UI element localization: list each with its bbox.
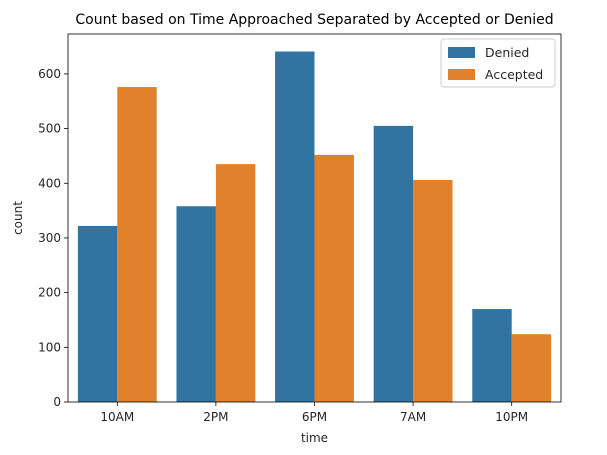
- bar-accepted-10am: [117, 87, 157, 403]
- bar-denied-6pm: [275, 51, 315, 402]
- x-tick-label: 10AM: [100, 410, 134, 424]
- x-tick-label: 6PM: [302, 410, 327, 424]
- bar-accepted-6pm: [314, 154, 354, 402]
- legend-label-accepted: Accepted: [485, 67, 543, 82]
- legend-label-denied: Denied: [485, 45, 529, 60]
- x-tick-label: 7AM: [400, 410, 426, 424]
- bar-denied-10pm: [472, 309, 512, 402]
- x-axis-ticks: 10AM 2PM 6PM 7AM 10PM: [100, 402, 528, 424]
- y-tick-label: 500: [38, 122, 61, 136]
- y-tick-label: 0: [53, 395, 61, 409]
- bars-group: [77, 51, 552, 403]
- bar-accepted-2pm: [215, 164, 256, 402]
- bar-denied-7am: [373, 125, 414, 403]
- y-tick-label: 200: [38, 286, 61, 300]
- y-tick-label: 300: [38, 231, 61, 245]
- x-tick-label: 2PM: [203, 410, 228, 424]
- y-axis-ticks: 0 100 200 300 400 500 600: [38, 67, 68, 409]
- legend-swatch-accepted: [448, 69, 475, 80]
- plot-frame: [67, 33, 562, 403]
- legend: Denied Accepted: [440, 38, 556, 88]
- bar-accepted-7am: [413, 179, 453, 402]
- bar-denied-10am: [77, 225, 118, 402]
- y-tick-label: 100: [38, 340, 61, 354]
- bar-denied-2pm: [176, 206, 216, 402]
- y-tick-label: 600: [38, 67, 61, 81]
- chart-title: Count based on Time Approached Separated…: [75, 12, 553, 28]
- legend-swatch-denied: [448, 47, 475, 58]
- x-axis-label: time: [301, 431, 328, 445]
- bar-accepted-10pm: [511, 334, 552, 402]
- x-tick-label: 10PM: [495, 410, 528, 424]
- y-axis-label: count: [11, 201, 25, 235]
- y-tick-label: 400: [38, 176, 61, 190]
